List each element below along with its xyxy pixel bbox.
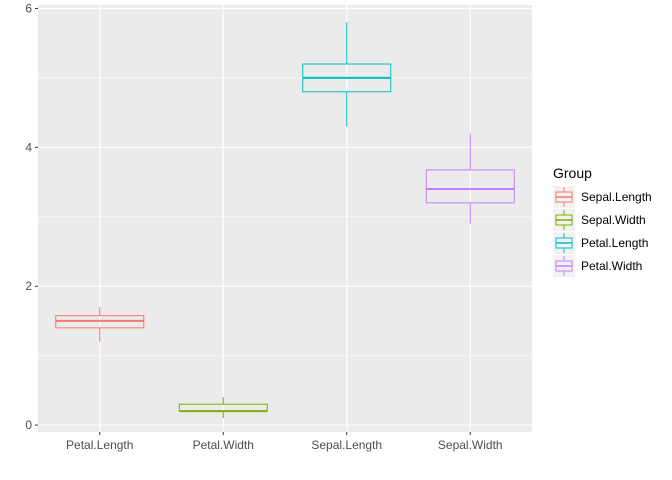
legend-item: Sepal.Length [553,186,652,208]
plot-panel [38,5,532,432]
legend-item: Petal.Width [553,255,642,277]
x-axis: Petal.Length Petal.Width Sepal.Length Sepal… [66,432,503,452]
legend-label: Petal.Width [581,259,642,273]
legend-title: Group [553,165,592,181]
legend: Group Sepal.Length Sepal.Width Petal.Length… [553,165,652,277]
grid-lines [38,5,532,432]
boxes-layer [55,22,515,419]
legend-label: Sepal.Length [581,190,652,204]
y-tick-label: 0 [25,418,32,432]
box-iqr [425,169,515,204]
x-tick-label: Sepal.Width [438,438,503,452]
box-Sepal.Length [302,22,392,127]
legend-label: Sepal.Width [581,213,646,227]
y-tick-label: 2 [25,279,32,293]
legend-item: Sepal.Width [553,209,646,231]
box-Petal.Length [55,307,145,342]
box-Sepal.Width [425,133,515,224]
box-Petal.Width [178,397,268,419]
legend-item: Petal.Length [553,232,648,254]
x-tick-label: Sepal.Length [311,438,382,452]
legend-label: Petal.Length [581,236,648,250]
x-tick-label: Petal.Length [66,438,133,452]
y-axis: 0 2 4 6 [25,1,38,432]
y-tick-label: 6 [25,1,32,15]
y-tick-label: 4 [25,140,32,154]
x-tick-label: Petal.Width [193,438,254,452]
